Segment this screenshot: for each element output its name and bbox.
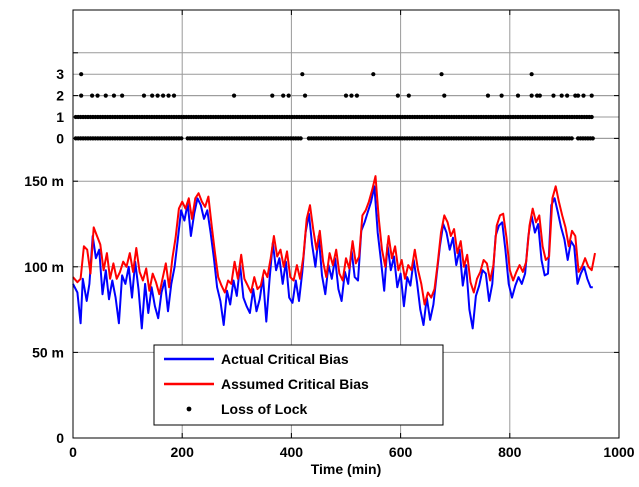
loss-of-lock-point bbox=[537, 93, 542, 98]
legend-label: Assumed Critical Bias bbox=[221, 376, 369, 392]
loss-of-lock-point bbox=[166, 93, 171, 98]
loss-of-lock-point bbox=[349, 93, 354, 98]
x-tick-label: 1000 bbox=[603, 444, 634, 460]
loss-of-lock-point bbox=[79, 72, 84, 77]
y-tick-label: 50 m bbox=[32, 344, 64, 360]
plot-frame bbox=[72, 9, 620, 439]
y-axis-ticks: 0 50 m 100 m 150 m 0 1 2 3 bbox=[24, 52, 619, 446]
x-axis-title: Time (min) bbox=[311, 461, 382, 477]
loss-of-lock-point bbox=[589, 114, 594, 120]
y-tick-label: 150 m bbox=[24, 173, 64, 189]
loss-of-lock-point bbox=[270, 93, 275, 98]
loss-of-lock-point bbox=[150, 93, 155, 98]
loss-of-lock-point bbox=[551, 93, 556, 98]
loss-of-lock-point bbox=[499, 93, 504, 98]
y-tick-label: 0 bbox=[56, 130, 64, 146]
loss-of-lock-point bbox=[79, 93, 84, 98]
legend-label: Loss of Lock bbox=[221, 401, 308, 417]
loss-of-lock-point bbox=[179, 136, 184, 141]
loss-of-lock-point bbox=[155, 93, 160, 98]
x-tick-label: 800 bbox=[498, 444, 522, 460]
x-tick-label: 600 bbox=[389, 444, 413, 460]
loss-of-lock-point bbox=[286, 93, 291, 98]
loss-of-lock-point bbox=[565, 93, 570, 98]
y-tick-label: 0 bbox=[56, 430, 64, 446]
y-tick-label: 2 bbox=[56, 88, 64, 104]
loss-of-lock-point bbox=[529, 72, 534, 77]
x-tick-label: 0 bbox=[69, 444, 77, 460]
loss-of-lock-point bbox=[354, 93, 360, 98]
legend: Actual Critical Bias Assumed Critical Bia… bbox=[153, 344, 444, 426]
loss-of-lock-point bbox=[575, 93, 581, 98]
loss-of-lock-point bbox=[95, 93, 100, 98]
loss-of-lock-point bbox=[171, 93, 177, 98]
loss-of-lock-point bbox=[406, 93, 411, 98]
loss-of-lock-point bbox=[302, 93, 308, 98]
loss-of-lock-point bbox=[141, 93, 147, 98]
loss-of-lock-point bbox=[589, 93, 594, 98]
loss-of-lock-point bbox=[529, 93, 534, 98]
loss-of-lock-point bbox=[120, 93, 125, 98]
loss-of-lock-point bbox=[371, 72, 376, 77]
loss-of-lock-point bbox=[515, 93, 521, 98]
y-tick-label: 3 bbox=[56, 66, 64, 82]
loss-of-lock-point bbox=[569, 136, 574, 141]
loss-of-lock-point bbox=[439, 72, 444, 77]
loss-of-lock-point bbox=[160, 93, 166, 98]
series-group bbox=[72, 72, 596, 330]
x-tick-label: 200 bbox=[171, 444, 195, 460]
y-tick-label: 1 bbox=[56, 109, 64, 125]
loss-of-lock-point bbox=[300, 72, 305, 77]
legend-swatch bbox=[186, 406, 192, 412]
loss-of-lock-point bbox=[111, 93, 117, 98]
legend-label: Actual Critical Bias bbox=[221, 351, 349, 367]
loss-of-lock-point bbox=[590, 136, 595, 141]
x-tick-label: 400 bbox=[280, 444, 304, 460]
loss-of-lock-point bbox=[298, 136, 303, 141]
loss-of-lock-point bbox=[103, 93, 108, 98]
loss-of-lock-point bbox=[559, 93, 564, 98]
x-axis-ticks: 0 200 400 600 800 1000 bbox=[69, 10, 635, 460]
loss-of-lock-point bbox=[442, 93, 447, 98]
loss-of-lock-point bbox=[231, 93, 237, 98]
loss-of-lock-point bbox=[90, 93, 95, 98]
series-line-actual-critical-bias bbox=[72, 185, 593, 330]
loss-of-lock-point bbox=[395, 93, 400, 98]
loss-of-lock-point bbox=[281, 93, 286, 98]
loss-of-lock-point bbox=[581, 93, 586, 98]
loss-of-lock-point bbox=[343, 93, 349, 98]
series-line-assumed-critical-bias bbox=[72, 175, 596, 306]
y-tick-label: 100 m bbox=[24, 259, 64, 275]
loss-of-lock-point bbox=[485, 93, 491, 98]
